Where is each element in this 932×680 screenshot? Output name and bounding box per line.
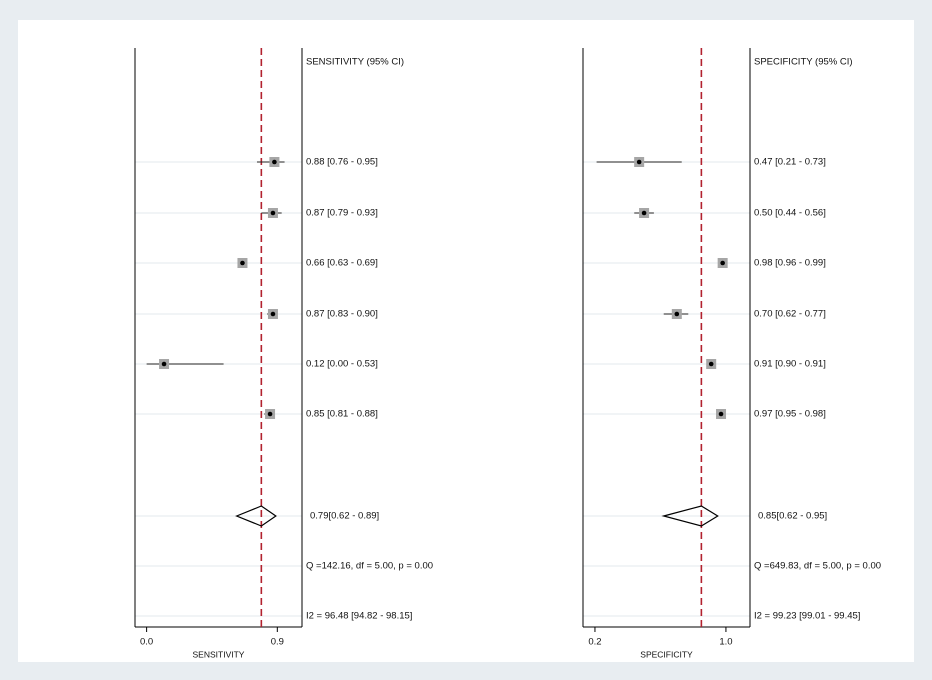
pooled-diamond bbox=[661, 505, 719, 527]
estimate-dot bbox=[641, 210, 647, 216]
estimate-dot bbox=[708, 361, 714, 367]
estimate-dot bbox=[240, 260, 245, 266]
estimate-label: 0.12 [0.00 - 0.53] bbox=[306, 359, 378, 370]
estimate-label: 0.88 [0.76 - 0.95] bbox=[306, 157, 378, 168]
estimate-label: 0.50 [0.44 - 0.56] bbox=[754, 208, 826, 219]
stat-label: Q =649.83, df = 5.00, p = 0.00 bbox=[754, 561, 881, 572]
x-axis-label: SPECIFICITY bbox=[640, 649, 693, 659]
estimate-dot bbox=[270, 210, 276, 216]
estimate-label: 0.47 [0.21 - 0.73] bbox=[754, 157, 826, 168]
pooled-diamond bbox=[235, 505, 277, 527]
x-axis-label: SENSITIVITY bbox=[193, 649, 245, 659]
estimate-label: 0.85 [0.81 - 0.88] bbox=[306, 409, 378, 420]
estimate-label: 0.66 [0.63 - 0.69] bbox=[306, 258, 378, 269]
pooled-label: 0.79[0.62 - 0.89] bbox=[310, 511, 379, 522]
stat-label: I2 = 96.48 [94.82 - 98.15] bbox=[306, 611, 412, 622]
estimate-label: 0.98 [0.96 - 0.99] bbox=[754, 258, 826, 269]
estimate-label: 0.97 [0.95 - 0.98] bbox=[754, 409, 826, 420]
estimate-dot bbox=[636, 159, 642, 165]
x-tick-label: 0.0 bbox=[140, 637, 153, 648]
pooled-label: 0.85[0.62 - 0.95] bbox=[758, 511, 827, 522]
estimate-dot bbox=[718, 411, 724, 417]
estimate-dot bbox=[272, 159, 277, 165]
estimate-label: 0.70 [0.62 - 0.77] bbox=[754, 309, 826, 320]
x-tick-label: 1.0 bbox=[719, 637, 732, 648]
x-tick-label: 0.2 bbox=[588, 637, 601, 648]
estimate-dot bbox=[270, 311, 276, 317]
estimate-label: 0.91 [0.90 - 0.91] bbox=[754, 359, 826, 370]
stat-label: Q =142.16, df = 5.00, p = 0.00 bbox=[306, 561, 433, 572]
estimate-label: 0.87 [0.83 - 0.90] bbox=[306, 309, 378, 320]
estimate-dot bbox=[267, 411, 273, 417]
panel bbox=[135, 48, 302, 627]
panel-title: SENSITIVITY (95% CI) bbox=[306, 57, 404, 68]
estimate-dot bbox=[720, 260, 725, 266]
panel-title: SPECIFICITY (95% CI) bbox=[754, 57, 853, 68]
estimate-label: 0.87 [0.79 - 0.93] bbox=[306, 208, 378, 219]
estimate-dot bbox=[161, 361, 167, 367]
estimate-dot bbox=[674, 311, 680, 317]
panel bbox=[583, 48, 750, 627]
x-tick-label: 0.9 bbox=[271, 637, 284, 648]
stat-label: I2 = 99.23 [99.01 - 99.45] bbox=[754, 611, 860, 622]
